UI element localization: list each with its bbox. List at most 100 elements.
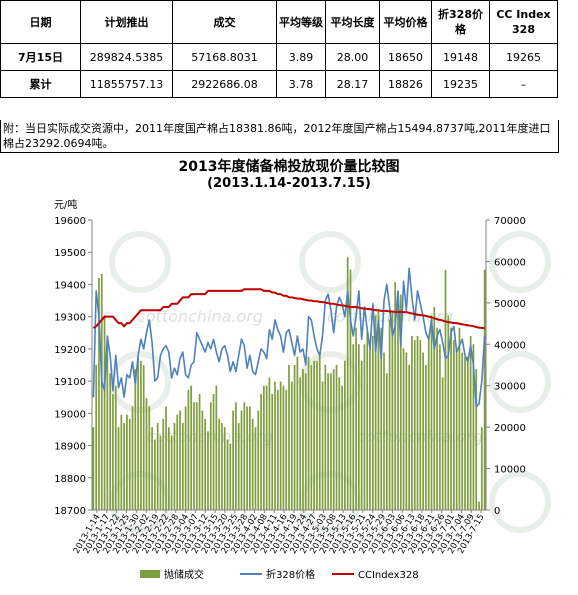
bar-mark <box>444 269 447 510</box>
bar-mark <box>209 402 212 510</box>
bar-mark <box>251 418 254 510</box>
right-tick-label: 30000 <box>494 382 526 393</box>
bar-mark <box>100 273 103 510</box>
bar-mark <box>363 344 366 510</box>
bar-mark <box>237 423 240 510</box>
cell-avg-grade: 3.78 <box>276 70 326 98</box>
legend-swatch-bar <box>140 570 160 578</box>
bar-mark <box>288 365 290 510</box>
header-avg-price: 平均价格 <box>379 0 432 44</box>
bar-mark <box>293 365 296 510</box>
bar-mark <box>181 423 184 510</box>
bar-mark <box>458 327 461 510</box>
cell-avg-grade: 3.89 <box>276 43 326 71</box>
left-tick-label: 19200 <box>54 345 86 356</box>
bar-mark <box>464 356 466 510</box>
bar-mark <box>240 410 243 510</box>
watermark-swirl <box>299 351 361 413</box>
bar-mark <box>170 435 173 510</box>
bar-mark <box>360 360 363 510</box>
bar-mark <box>223 427 226 510</box>
watermark-swirl <box>109 231 171 293</box>
table-header-row: 日期 计划推出 成交 平均等级 平均长度 平均价格 折328价格 CC Inde… <box>0 0 558 44</box>
bar-mark <box>142 365 145 510</box>
cell-328-price: 19235 <box>431 70 490 98</box>
bar-mark <box>402 348 405 510</box>
summary-table-wrap: 日期 计划推出 成交 平均等级 平均长度 平均价格 折328价格 CC Inde… <box>0 0 578 98</box>
bar-mark <box>179 410 181 510</box>
legend-label-cc-index: CCIndex328 <box>358 570 419 581</box>
bar-mark <box>92 427 95 510</box>
cell-avg-price: 18826 <box>379 70 432 98</box>
right-tick-label: 0 <box>494 506 500 517</box>
bar-mark <box>366 331 369 510</box>
bar-mark <box>436 327 438 510</box>
bar-mark <box>399 294 402 510</box>
bar-mark <box>453 340 455 510</box>
bar-mark <box>268 377 271 510</box>
left-tick-label: 19100 <box>54 377 86 388</box>
bar-mark <box>422 352 424 510</box>
left-tick-label: 19000 <box>54 409 86 420</box>
bar-mark <box>229 443 232 510</box>
bar-mark <box>352 344 355 510</box>
bar-mark <box>117 427 120 510</box>
bar-mark <box>145 398 148 510</box>
bar-mark <box>162 418 165 510</box>
bar-mark <box>388 319 391 510</box>
row-label: 累计 <box>0 70 81 98</box>
bar-mark <box>167 427 170 510</box>
bar-mark <box>310 365 313 510</box>
table-row: 7月15日 289824.5385 57168.8031 3.89 28.00 … <box>0 43 558 71</box>
bar-mark <box>140 360 142 510</box>
bar-mark <box>190 385 193 510</box>
bar-mark <box>271 394 274 510</box>
bar-mark <box>226 439 229 510</box>
bar-mark <box>332 369 335 510</box>
bar-mark <box>374 315 377 510</box>
header-traded: 成交 <box>172 0 277 44</box>
bar-mark <box>335 365 338 510</box>
watermark-text: cottonchina.org <box>137 307 263 326</box>
bar-mark <box>394 282 397 510</box>
row-label: 7月15日 <box>0 43 81 71</box>
bar-mark <box>276 389 279 510</box>
header-avg-length: 平均长度 <box>325 0 380 44</box>
header-date: 日期 <box>0 0 81 44</box>
bar-mark <box>285 389 288 510</box>
header-planned: 计划推出 <box>80 0 173 44</box>
bar-mark <box>290 381 293 510</box>
bar-mark <box>128 418 131 510</box>
watermark-swirl <box>489 351 551 413</box>
bar-mark <box>371 336 374 510</box>
header-328-price: 折328价格 <box>431 0 490 44</box>
bar-mark <box>282 385 285 510</box>
bar-mark <box>461 352 464 510</box>
line-series-cc-index <box>92 288 485 329</box>
bar-mark <box>232 410 234 510</box>
header-avg-grade: 平均等级 <box>276 0 326 44</box>
bar-mark <box>103 315 106 510</box>
right-tick-label: 70000 <box>494 216 526 227</box>
legend-label-328-price: 折328价格 <box>266 568 315 581</box>
bar-mark <box>419 340 422 510</box>
bar-mark <box>198 394 201 510</box>
left-tick-label: 18800 <box>54 474 86 485</box>
bar-mark <box>207 431 209 510</box>
cell-cc-index: 19265 <box>489 43 558 71</box>
bar-mark <box>159 435 162 510</box>
bar-mark <box>204 418 207 510</box>
bar-mark <box>430 315 433 510</box>
bar-mark <box>338 377 341 510</box>
bar-mark <box>131 406 134 510</box>
bar-mark <box>114 385 117 510</box>
left-tick-label: 18700 <box>54 506 86 517</box>
bar-mark <box>369 348 371 510</box>
left-tick-label: 19300 <box>54 313 86 324</box>
bar-mark <box>304 373 307 510</box>
table-row: 累计 11855757.13 2922686.08 3.78 28.17 188… <box>0 70 558 98</box>
bar-mark <box>466 356 469 510</box>
bar-mark <box>195 402 198 510</box>
cell-traded: 2922686.08 <box>172 70 277 98</box>
left-tick-label: 19500 <box>54 248 86 259</box>
